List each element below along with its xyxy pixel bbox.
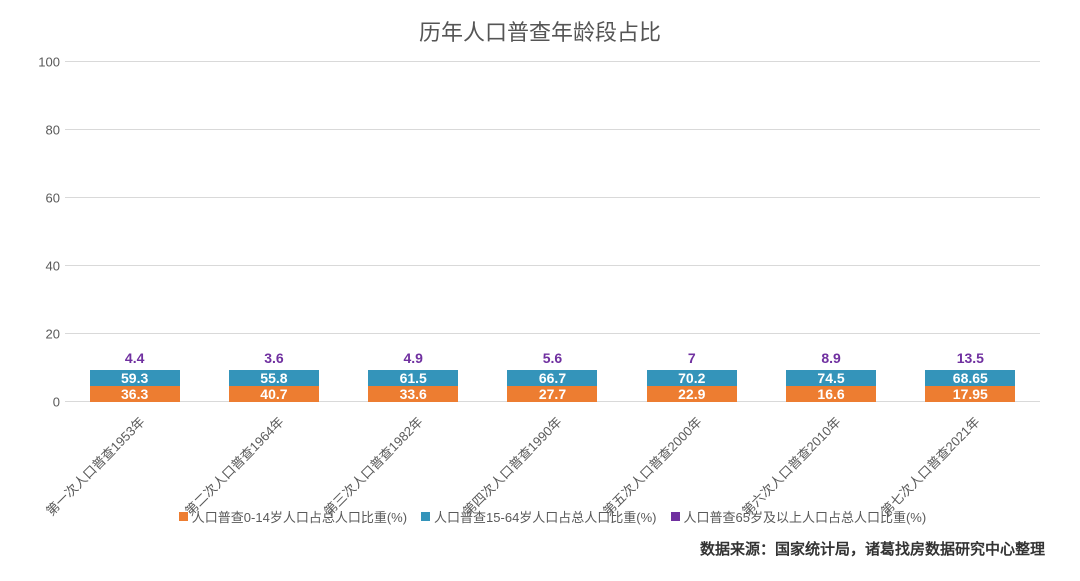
y-axis: 020406080100 — [30, 62, 60, 402]
bar-value-label: 4.4 — [125, 350, 144, 366]
y-tick-label: 0 — [30, 395, 60, 410]
bar-value-label: 66.7 — [539, 370, 566, 386]
bar-segment-age_0_14: 16.6 — [786, 386, 876, 402]
bar-value-label: 13.5 — [957, 350, 984, 366]
census-age-chart: 历年人口普查年龄段占比 020406080100 36.359.34.440.7… — [0, 0, 1080, 581]
bar-segment-age_0_14: 27.7 — [507, 386, 597, 402]
x-label-text: 第一次人口普查1953年 — [41, 412, 148, 519]
plot-area: 020406080100 36.359.34.440.755.83.633.66… — [65, 62, 1040, 402]
bar-value-label: 61.5 — [400, 370, 427, 386]
bar-group: 17.9568.6513.5 — [925, 370, 1015, 402]
x-label: 第七次人口普查2021年 — [925, 402, 1015, 507]
x-label: 第六次人口普查2010年 — [786, 402, 876, 507]
bar-value-label: 36.3 — [121, 386, 148, 402]
bar-group: 33.661.54.9 — [368, 370, 458, 402]
bar-value-label: 33.6 — [400, 386, 427, 402]
bar-group: 22.970.27 — [647, 370, 737, 402]
bar-segment-age_15_64: 59.3 — [90, 370, 180, 386]
bar-value-label: 5.6 — [543, 350, 562, 366]
bar-segment-age_0_14: 40.7 — [229, 386, 319, 402]
x-label-text: 第四次人口普查1990年 — [458, 412, 565, 519]
x-label-text: 第三次人口普查1982年 — [319, 412, 426, 519]
x-label: 第三次人口普查1982年 — [368, 402, 458, 507]
bar-value-label: 16.6 — [817, 386, 844, 402]
bar-segment-age_0_14: 36.3 — [90, 386, 180, 402]
bar-value-label: 70.2 — [678, 370, 705, 386]
legend-item: 人口普查15-64岁人口占总人口比重(%) — [421, 507, 656, 526]
bar-value-label: 68.65 — [953, 370, 988, 386]
bar-value-label: 4.9 — [403, 350, 422, 366]
x-label: 第四次人口普查1990年 — [507, 402, 597, 507]
x-label: 第二次人口普查1964年 — [229, 402, 319, 507]
bar-segment-age_0_14: 17.95 — [925, 386, 1015, 402]
bar-value-label: 40.7 — [260, 386, 287, 402]
y-tick-label: 60 — [30, 191, 60, 206]
bar-value-label: 7 — [688, 350, 696, 366]
bar-value-label: 59.3 — [121, 370, 148, 386]
bars-row: 36.359.34.440.755.83.633.661.54.927.766.… — [65, 62, 1040, 402]
bar-segment-age_15_64: 66.7 — [507, 370, 597, 386]
bar-segment-age_15_64: 70.2 — [647, 370, 737, 386]
x-label-text: 第二次人口普查1964年 — [180, 412, 287, 519]
x-label-text: 第五次人口普查2000年 — [598, 412, 705, 519]
legend-swatch — [421, 512, 430, 521]
bar-value-label: 17.95 — [953, 386, 988, 402]
bar-value-label: 8.9 — [821, 350, 840, 366]
bar-value-label: 27.7 — [539, 386, 566, 402]
bar-group: 40.755.83.6 — [229, 370, 319, 402]
x-label: 第一次人口普查1953年 — [90, 402, 180, 507]
bar-segment-age_15_64: 61.5 — [368, 370, 458, 386]
bar-value-label: 74.5 — [817, 370, 844, 386]
legend-item: 人口普查0-14岁人口占总人口比重(%) — [179, 507, 407, 526]
y-tick-label: 80 — [30, 123, 60, 138]
bar-value-label: 22.9 — [678, 386, 705, 402]
bar-value-label: 55.8 — [260, 370, 287, 386]
data-source: 数据来源：国家统计局，诸葛找房数据研究中心整理 — [30, 538, 1050, 559]
chart-title: 历年人口普查年龄段占比 — [30, 15, 1050, 47]
bar-group: 27.766.75.6 — [507, 370, 597, 402]
bar-segment-age_15_64: 55.8 — [229, 370, 319, 386]
x-label-text: 第六次人口普查2010年 — [737, 412, 844, 519]
bar-value-label: 3.6 — [264, 350, 283, 366]
y-tick-label: 40 — [30, 259, 60, 274]
bar-group: 16.674.58.9 — [786, 370, 876, 402]
bar-group: 36.359.34.4 — [90, 370, 180, 402]
bar-segment-age_15_64: 68.65 — [925, 370, 1015, 386]
x-axis-labels: 第一次人口普查1953年第二次人口普查1964年第三次人口普查1982年第四次人… — [65, 402, 1040, 507]
y-tick-label: 20 — [30, 327, 60, 342]
x-label-text: 第七次人口普查2021年 — [876, 412, 983, 519]
bar-segment-age_0_14: 22.9 — [647, 386, 737, 402]
legend-swatch — [671, 512, 680, 521]
bar-segment-age_15_64: 74.5 — [786, 370, 876, 386]
bar-segment-age_0_14: 33.6 — [368, 386, 458, 402]
x-label: 第五次人口普查2000年 — [647, 402, 737, 507]
legend-label: 人口普查0-14岁人口占总人口比重(%) — [192, 507, 407, 526]
y-tick-label: 100 — [30, 55, 60, 70]
